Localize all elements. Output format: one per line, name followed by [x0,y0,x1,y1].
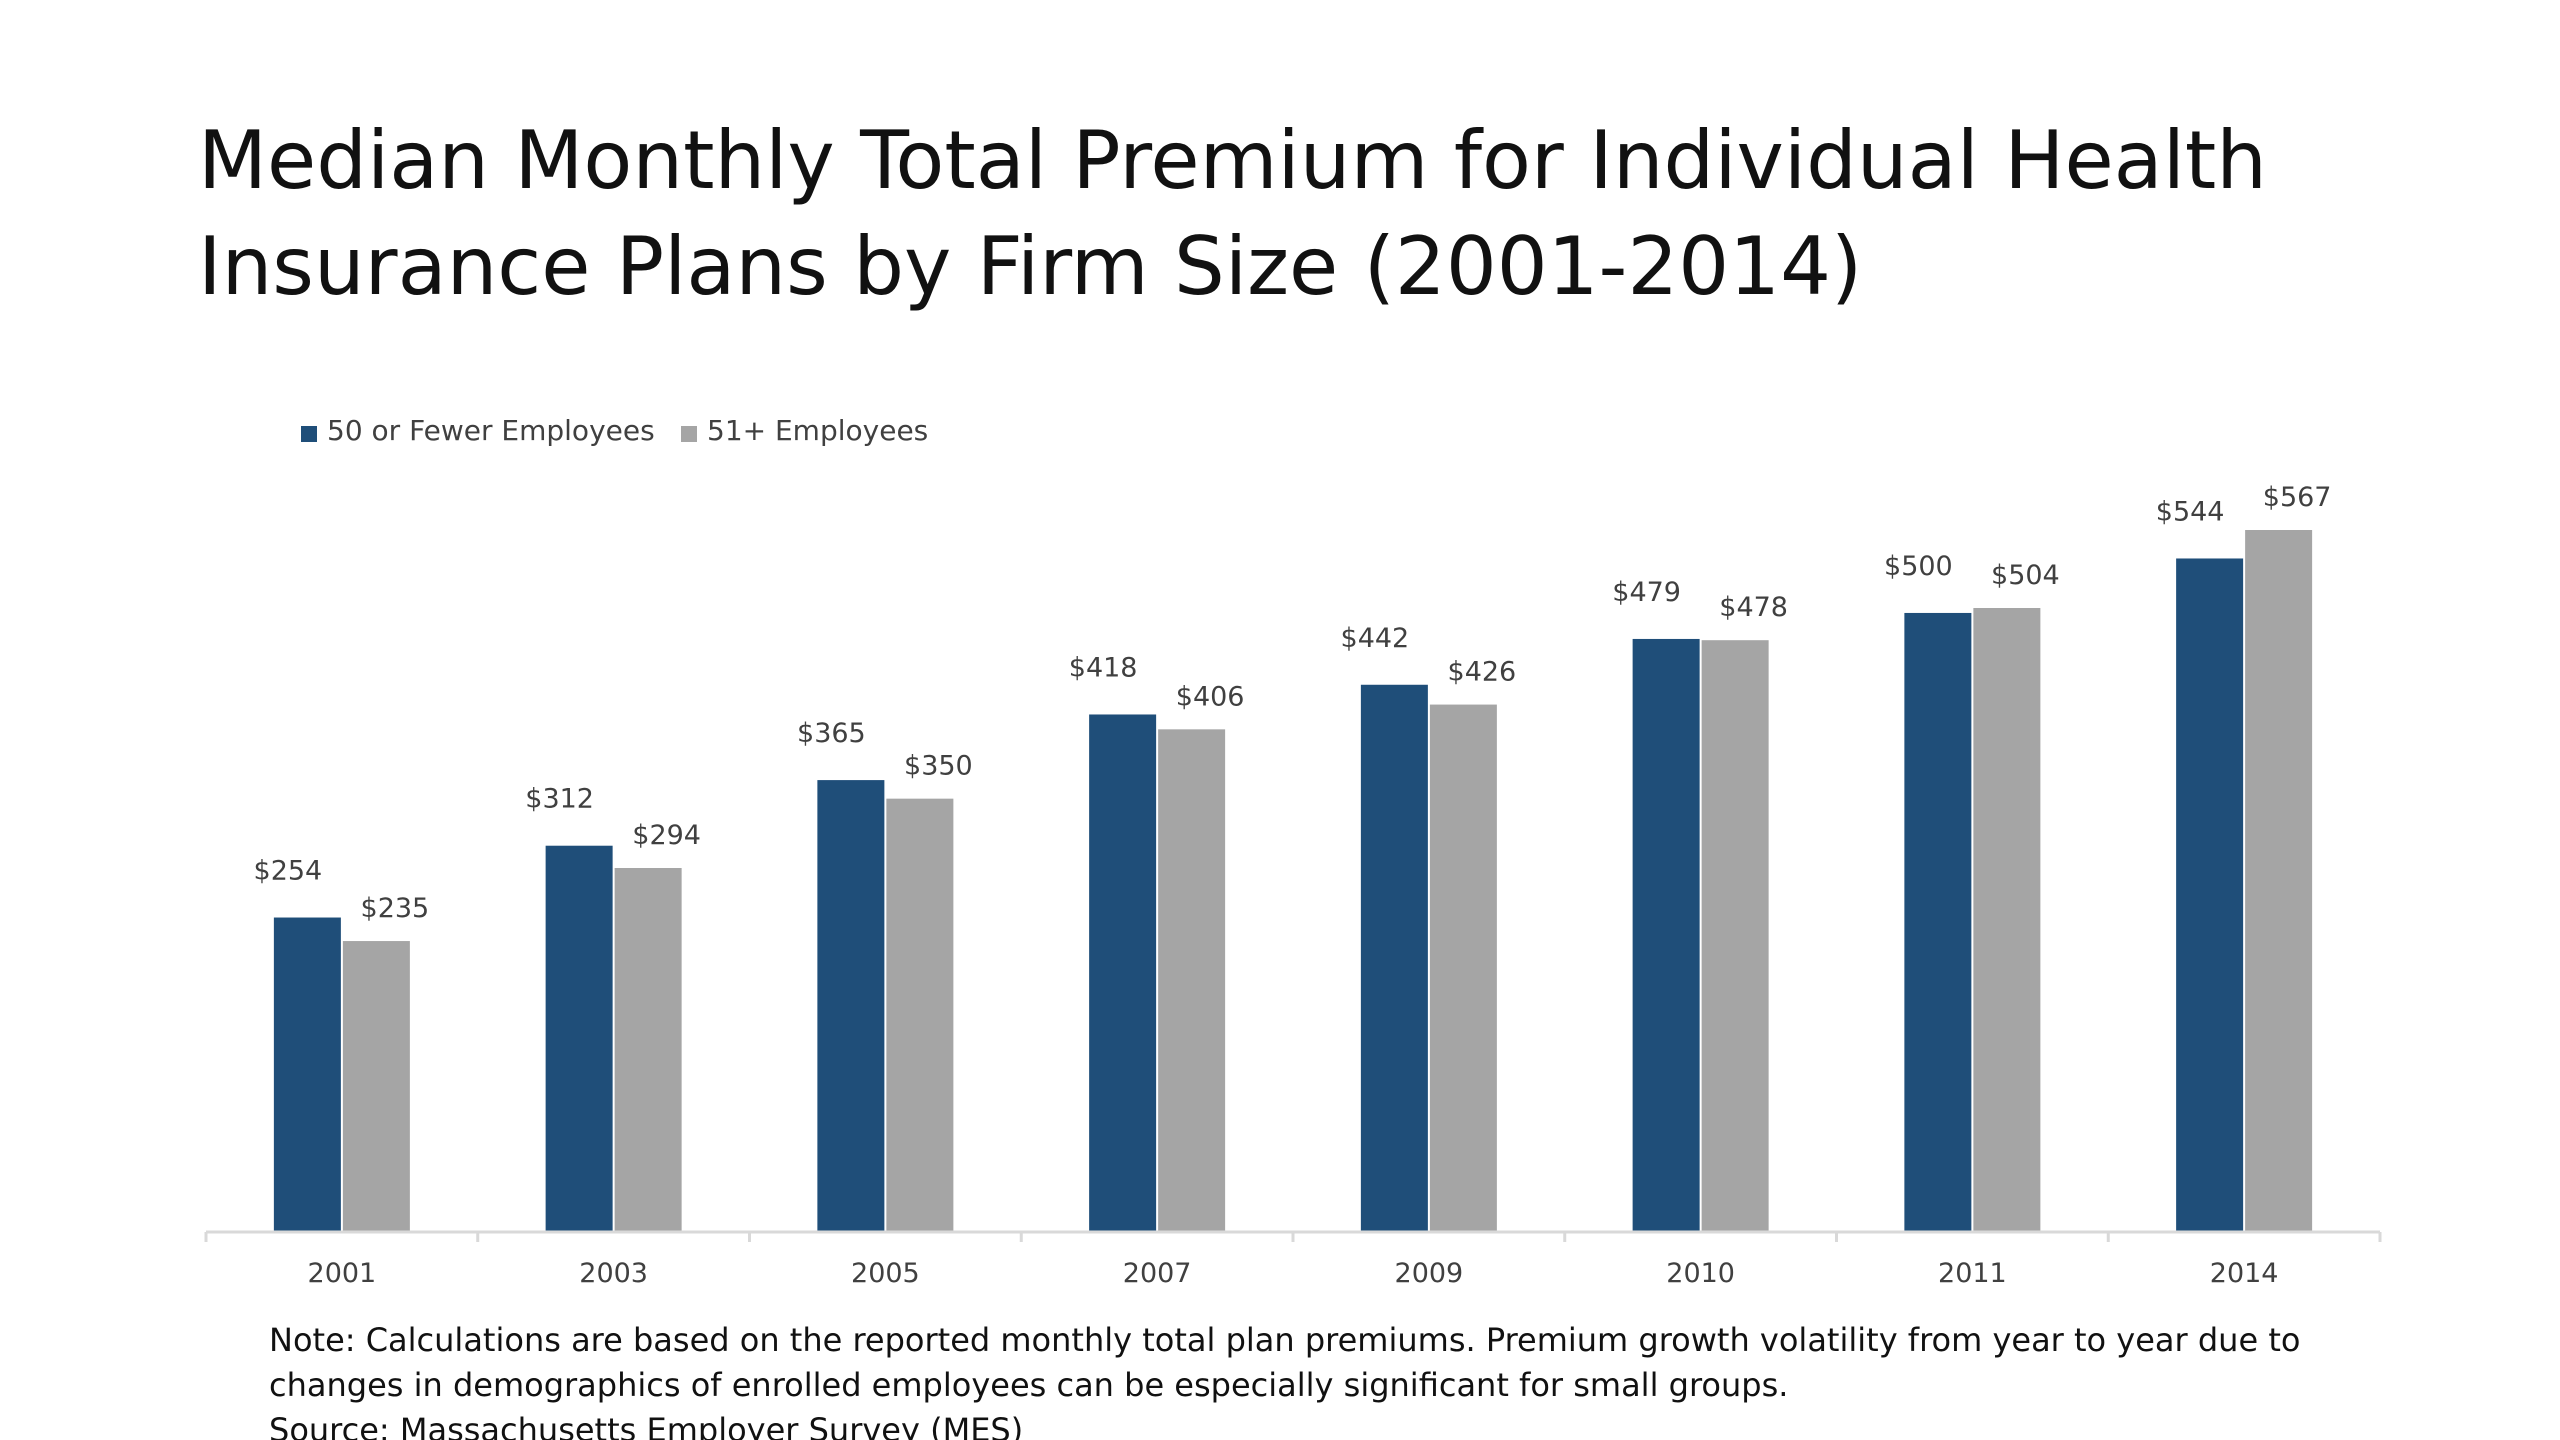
source-line: Source: Massachusetts Employer Survey (M… [269,1411,1024,1440]
x-tick-label-2009: 2009 [1395,1258,1464,1289]
x-tick-label-2014: 2014 [2210,1258,2279,1289]
value-label-large-firms-2010: $478 [1719,592,1788,623]
note-line-1: Note: Calculations are based on the repo… [269,1321,2301,1359]
chart-title-line-1: Median Monthly Total Premium for Individ… [198,114,2267,207]
value-label-large-firms-2014: $567 [2263,482,2332,513]
x-tick-label-2011: 2011 [1938,1258,2007,1289]
value-label-small-firms-2010: $479 [1612,577,1681,608]
x-tick-label-2001: 2001 [308,1258,377,1289]
bar-small-firms-2007 [1089,714,1157,1232]
bar-large-firms-2005 [886,798,954,1232]
value-label-small-firms-2014: $544 [2156,496,2225,527]
bar-large-firms-2007 [1158,729,1226,1232]
x-tick-label-2007: 2007 [1123,1258,1192,1289]
value-label-large-firms-2009: $426 [1448,657,1517,688]
x-tick-label-2003: 2003 [579,1258,648,1289]
chart-notes: Note: Calculations are based on the repo… [269,1318,2519,1440]
value-label-small-firms-2005: $365 [797,718,866,749]
value-label-large-firms-2001: $235 [361,893,430,924]
x-tick-label-2010: 2010 [1666,1258,1735,1289]
bar-small-firms-2010 [1632,638,1700,1232]
value-label-large-firms-2003: $294 [632,820,701,851]
value-label-small-firms-2009: $442 [1341,623,1410,654]
bar-small-firms-2005 [817,780,885,1232]
chart-title: Median Monthly Total Premium for Individ… [198,108,2498,320]
bar-large-firms-2011 [1973,608,2041,1232]
bar-small-firms-2003 [545,845,613,1232]
note-line-2: changes in demographics of enrolled empl… [269,1366,1789,1404]
value-label-large-firms-2005: $350 [904,751,973,782]
x-tick-label-2005: 2005 [851,1258,920,1289]
legend-label-large-firms: 51+ Employees [707,414,928,447]
bar-large-firms-2003 [614,868,682,1232]
legend-swatch-large-firms [681,426,697,442]
bar-small-firms-2014 [2176,558,2244,1232]
bar-large-firms-2014 [2245,530,2313,1232]
bar-small-firms-2009 [1360,684,1428,1232]
chart-title-line-2: Insurance Plans by Firm Size (2001-2014) [198,220,1863,313]
legend-swatch-small-firms [301,426,317,442]
bar-large-firms-2001 [342,941,410,1232]
value-label-small-firms-2011: $500 [1884,551,1953,582]
bar-small-firms-2001 [273,917,341,1232]
bar-large-firms-2010 [1701,640,1769,1232]
value-label-large-firms-2007: $406 [1176,681,1245,712]
bar-large-firms-2009 [1429,704,1497,1232]
value-label-small-firms-2003: $312 [525,784,594,815]
bar-small-firms-2011 [1904,612,1972,1232]
value-label-small-firms-2001: $254 [254,856,323,887]
legend-label-small-firms: 50 or Fewer Employees [327,414,655,447]
value-label-small-firms-2007: $418 [1069,652,1138,683]
value-label-large-firms-2011: $504 [1991,560,2060,591]
